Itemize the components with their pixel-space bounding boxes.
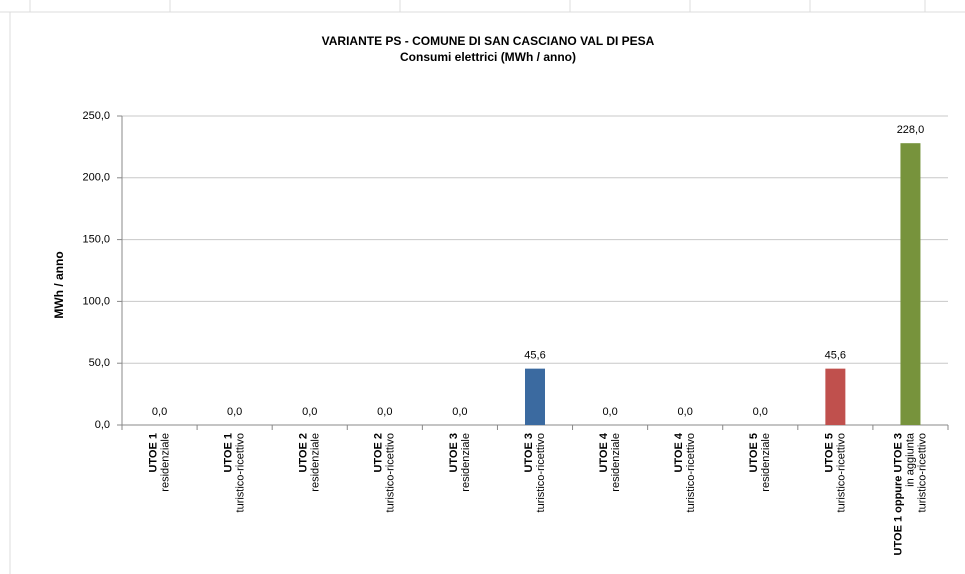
x-tick-label: UTOE 5 bbox=[823, 433, 835, 473]
x-tick-label: residenziale bbox=[760, 433, 772, 492]
y-tick-label: 0,0 bbox=[95, 419, 110, 431]
data-label: 0,0 bbox=[452, 406, 467, 418]
data-label: 228,0 bbox=[897, 124, 925, 136]
x-tick-label: turistico-ricettivo bbox=[835, 433, 847, 512]
x-tick-label: residenziale bbox=[159, 433, 171, 492]
data-label: 0,0 bbox=[227, 406, 242, 418]
x-tick-label: UTOE 1 bbox=[223, 433, 235, 473]
x-tick-label: residenziale bbox=[460, 433, 472, 492]
x-tick-label: UTOE 5 bbox=[748, 433, 760, 473]
data-label: 0,0 bbox=[602, 406, 617, 418]
x-tick-label: UTOE 2 bbox=[298, 433, 310, 473]
data-label: 45,6 bbox=[524, 350, 545, 362]
data-label: 45,6 bbox=[825, 350, 846, 362]
x-tick-label: turistico-ricettivo bbox=[385, 433, 397, 512]
x-tick-label: UTOE 1 oppure UTOE 3 bbox=[892, 433, 904, 555]
x-tick-label: residenziale bbox=[610, 433, 622, 492]
x-tick-label: turistico-ricettivo bbox=[916, 433, 928, 512]
bar bbox=[825, 368, 846, 425]
data-label: 0,0 bbox=[302, 406, 317, 418]
x-tick-label: UTOE 4 bbox=[598, 432, 610, 472]
y-tick-label: 200,0 bbox=[82, 172, 110, 184]
x-tick-label: turistico-ricettivo bbox=[235, 433, 247, 512]
x-tick-label: UTOE 3 bbox=[448, 433, 460, 473]
y-tick-label: 250,0 bbox=[82, 110, 110, 122]
bar bbox=[900, 143, 921, 425]
y-tick-label: 150,0 bbox=[82, 234, 110, 246]
x-tick-label: turistico-ricettivo bbox=[685, 433, 697, 512]
x-tick-label: turistico-ricettivo bbox=[535, 433, 547, 512]
data-label: 0,0 bbox=[753, 406, 768, 418]
y-tick-label: 100,0 bbox=[82, 295, 110, 307]
data-label: 0,0 bbox=[377, 406, 392, 418]
bar bbox=[525, 368, 545, 425]
x-tick-label: UTOE 3 bbox=[523, 433, 535, 473]
x-tick-label: UTOE 4 bbox=[673, 432, 685, 472]
x-tick-label: in aggiunta bbox=[904, 432, 916, 487]
x-tick-label: UTOE 2 bbox=[373, 433, 385, 473]
chart-title: VARIANTE PS - COMUNE DI SAN CASCIANO VAL… bbox=[322, 34, 655, 48]
x-tick-label: UTOE 1 bbox=[147, 433, 159, 473]
data-label: 0,0 bbox=[152, 406, 167, 418]
x-tick-label: residenziale bbox=[310, 433, 322, 492]
data-label: 0,0 bbox=[678, 406, 693, 418]
y-axis-label: MWh / anno bbox=[52, 251, 66, 318]
y-tick-label: 50,0 bbox=[89, 357, 110, 369]
chart-subtitle: Consumi elettrici (MWh / anno) bbox=[400, 50, 576, 64]
